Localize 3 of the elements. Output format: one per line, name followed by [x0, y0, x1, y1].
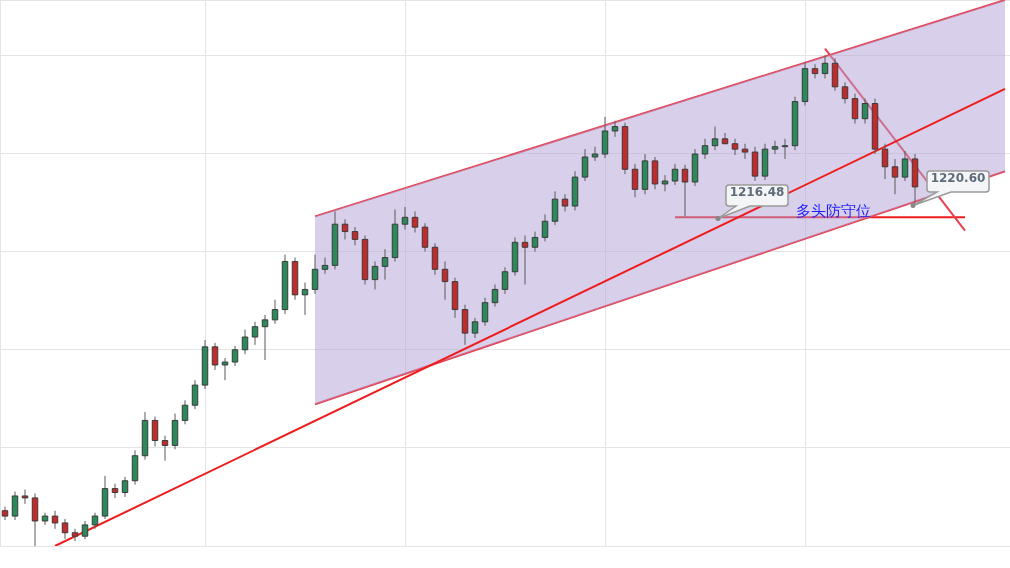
annotation: 多头防守位	[795, 201, 871, 220]
annotation: 1220.60	[929, 170, 987, 187]
annotation: 1216.48	[728, 184, 786, 201]
